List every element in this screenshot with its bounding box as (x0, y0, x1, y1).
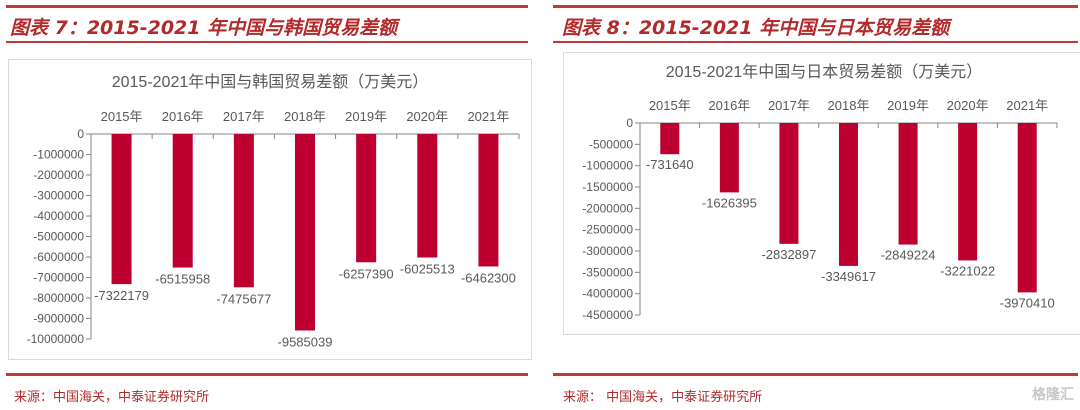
bar (111, 134, 132, 285)
bar (660, 123, 680, 155)
data-label: -3349617 (821, 269, 876, 284)
x-tick-label: 2016年 (708, 98, 750, 113)
bar (719, 123, 739, 193)
source-note: 来源：中国海关，中泰证券研究所 (14, 390, 210, 405)
x-tick-label: 2020年 (947, 98, 989, 113)
y-tick-label: -500000 (589, 137, 633, 151)
y-tick-label: -4500000 (582, 308, 633, 322)
y-tick-label: 0 (626, 116, 633, 130)
data-label: -6025513 (400, 262, 455, 277)
bar (172, 134, 193, 268)
y-tick-label: -5000000 (33, 230, 84, 244)
chart-korea-svg: 2015-2021年中国与韩国贸易差额（万美元） 0 -1000000 -200000… (27, 73, 520, 349)
bar (417, 134, 438, 258)
y-tick-label: -4000000 (582, 287, 633, 301)
y-tick-label: -1000000 (33, 148, 84, 162)
y-tick-label: -3000000 (582, 244, 633, 258)
bar (478, 134, 499, 267)
y-tick-label: -10000000 (27, 332, 85, 346)
x-tick-label: 2016年 (162, 109, 204, 124)
data-label: -7322179 (94, 288, 149, 303)
bar (779, 123, 799, 244)
x-tick-label: 2018年 (284, 109, 326, 124)
data-label: -2849224 (881, 248, 936, 263)
bottom-rule (553, 373, 1078, 376)
data-label: -9585039 (278, 334, 333, 349)
x-tick-label: 2017年 (768, 98, 810, 113)
data-label: -2832897 (761, 247, 816, 262)
bar (898, 123, 918, 245)
x-tick-label: 2018年 (828, 98, 870, 113)
top-rule (553, 5, 1078, 8)
x-tick-label: 2021年 (1006, 98, 1048, 113)
y-tick-label: -6000000 (33, 250, 84, 264)
bar (839, 123, 858, 266)
x-tick-label: 2015年 (649, 98, 691, 113)
chart-title: 2015-2021年中国与日本贸易差额（万美元） (666, 63, 983, 81)
data-label: -1626395 (702, 195, 757, 210)
x-tick-label: 2019年 (345, 109, 387, 124)
x-tick-label: 2017年 (223, 109, 265, 124)
x-tick-label: 2020年 (406, 109, 448, 124)
y-tick-label: 0 (77, 127, 84, 141)
y-tick-label: -3500000 (582, 265, 633, 279)
y-tick-label: -9000000 (33, 312, 84, 326)
bar (356, 134, 377, 263)
data-label: -731640 (646, 157, 694, 172)
chart-japan-svg: 2015-2021年中国与日本贸易差额（万美元） 0 -500000 -1000000… (582, 63, 1058, 322)
data-label: -3970410 (1000, 295, 1055, 310)
data-label: -6462300 (461, 270, 516, 285)
chart-title: 2015-2021年中国与韩国贸易差额（万美元） (112, 73, 429, 91)
title-rule (553, 41, 1078, 43)
bar (1017, 123, 1037, 293)
bar (233, 134, 254, 288)
data-label: -7475677 (216, 291, 271, 306)
title-rule (6, 41, 528, 43)
bar (295, 134, 315, 331)
source-note: 来源： 中国海关，中泰证券研究所 (563, 390, 763, 405)
y-tick-label: -4000000 (33, 209, 84, 223)
y-tick-label: -1500000 (582, 180, 633, 194)
y-tick-label: -1000000 (582, 159, 633, 173)
chart-korea: 2015-2021年中国与韩国贸易差额（万美元） 0 -1000000 -200000… (8, 59, 532, 360)
chart-japan: 2015-2021年中国与日本贸易差额（万美元） 0 -500000 -1000000… (563, 52, 1080, 335)
bottom-rule (6, 373, 528, 376)
x-tick-label: 2015年 (101, 109, 143, 124)
figure-title: 图表 8：2015-2021 年中国与日本贸易差额 (562, 17, 950, 39)
x-tick-label: 2021年 (467, 109, 509, 124)
y-tick-label: -3000000 (33, 189, 84, 203)
y-tick-label: -2000000 (33, 168, 84, 182)
y-tick-label: -2500000 (582, 223, 633, 237)
y-tick-label: -2000000 (582, 201, 633, 215)
data-label: -6515958 (155, 272, 210, 287)
watermark-logo: 格隆汇 (1032, 387, 1074, 403)
figure-title: 图表 7：2015-2021 年中国与韩国贸易差额 (10, 17, 398, 39)
bar (958, 123, 978, 261)
data-label: -3221022 (940, 263, 995, 278)
y-tick-label: -7000000 (33, 271, 84, 285)
data-label: -6257390 (339, 266, 394, 281)
y-tick-label: -8000000 (33, 291, 84, 305)
top-rule (6, 5, 528, 8)
x-tick-label: 2019年 (887, 98, 929, 113)
